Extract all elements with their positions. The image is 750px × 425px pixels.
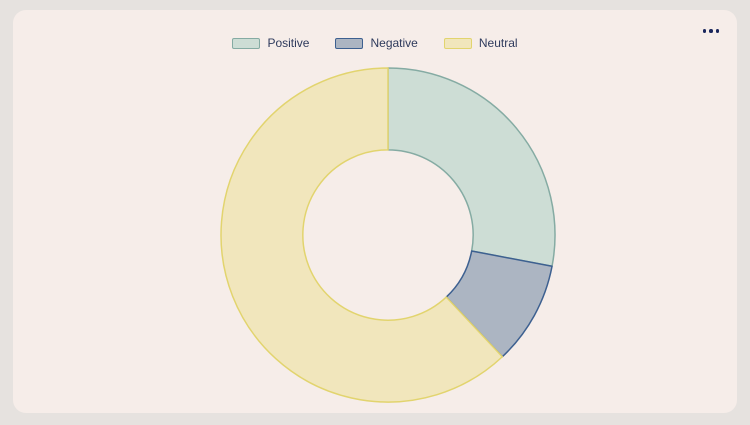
legend-label-positive: Positive bbox=[267, 36, 310, 50]
legend-item-negative[interactable]: Negative bbox=[335, 36, 418, 50]
chart-card: Positive Negative Neutral bbox=[13, 10, 737, 413]
donut-slice-neutral[interactable] bbox=[220, 67, 504, 403]
ellipsis-icon bbox=[709, 29, 713, 33]
donut-chart[interactable] bbox=[13, 10, 750, 425]
donut-slice-positive[interactable] bbox=[387, 67, 556, 268]
legend-item-neutral[interactable]: Neutral bbox=[443, 36, 518, 50]
legend-swatch-negative bbox=[335, 37, 364, 49]
legend-label-negative: Negative bbox=[370, 36, 418, 50]
ellipsis-icon bbox=[715, 29, 719, 33]
legend-item-positive[interactable]: Positive bbox=[232, 37, 309, 49]
legend-swatch-neutral bbox=[443, 37, 472, 49]
chart-legend: Positive Negative Neutral bbox=[13, 37, 737, 49]
more-options-button[interactable] bbox=[697, 25, 726, 37]
legend-swatch-positive bbox=[232, 37, 261, 49]
legend-label-neutral: Neutral bbox=[478, 36, 518, 50]
ellipsis-icon bbox=[702, 29, 706, 33]
